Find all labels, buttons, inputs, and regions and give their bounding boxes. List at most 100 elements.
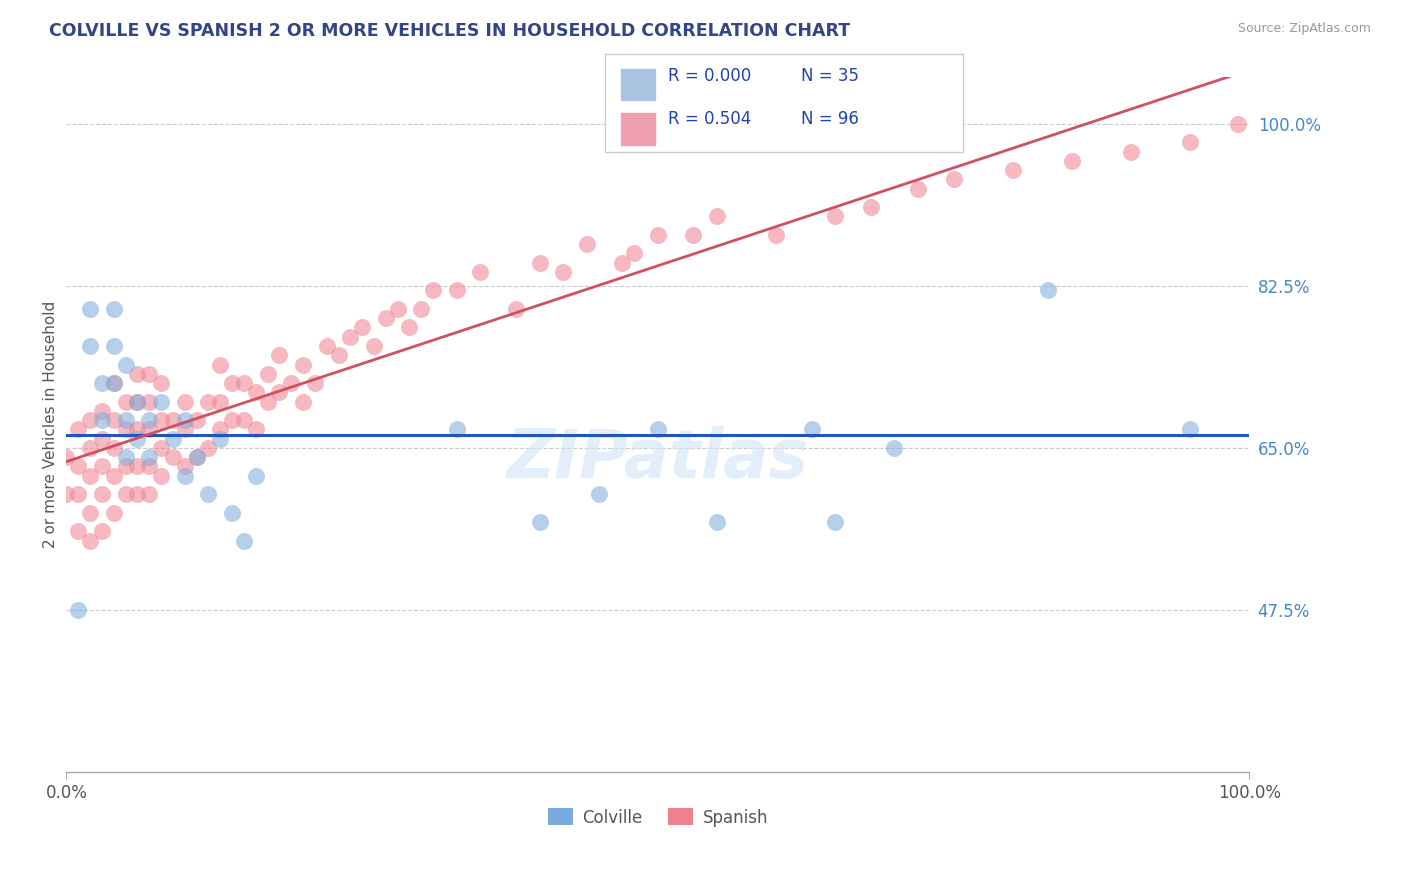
Point	[150, 441, 173, 455]
Point	[127, 422, 149, 436]
Point	[256, 367, 278, 381]
Point	[706, 210, 728, 224]
Point	[103, 506, 125, 520]
Point	[245, 422, 267, 436]
Point	[1038, 284, 1060, 298]
Point	[232, 533, 254, 548]
Point	[422, 284, 444, 298]
Point	[374, 311, 396, 326]
Point	[138, 487, 160, 501]
Point	[245, 468, 267, 483]
Point	[91, 413, 114, 427]
Y-axis label: 2 or more Vehicles in Household: 2 or more Vehicles in Household	[44, 301, 58, 549]
Point	[942, 172, 965, 186]
Point	[79, 301, 101, 316]
Point	[103, 376, 125, 390]
Point	[1001, 163, 1024, 178]
Point	[269, 385, 291, 400]
Point	[138, 450, 160, 465]
Point	[79, 506, 101, 520]
Text: COLVILLE VS SPANISH 2 OR MORE VEHICLES IN HOUSEHOLD CORRELATION CHART: COLVILLE VS SPANISH 2 OR MORE VEHICLES I…	[49, 22, 851, 40]
Point	[114, 450, 136, 465]
Point	[127, 459, 149, 474]
Point	[162, 450, 184, 465]
Point	[127, 367, 149, 381]
Legend: Colville, Spanish: Colville, Spanish	[541, 802, 775, 833]
Point	[446, 422, 468, 436]
Point	[67, 524, 90, 539]
Point	[114, 413, 136, 427]
Point	[209, 432, 232, 446]
Point	[150, 413, 173, 427]
Point	[682, 227, 704, 242]
Point	[209, 394, 232, 409]
Point	[103, 468, 125, 483]
Point	[55, 487, 77, 501]
Point	[470, 265, 492, 279]
Point	[103, 376, 125, 390]
Point	[91, 432, 114, 446]
Text: R = 0.000: R = 0.000	[668, 67, 751, 85]
Point	[114, 394, 136, 409]
Point	[91, 404, 114, 418]
Point	[197, 441, 219, 455]
Point	[79, 413, 101, 427]
Point	[138, 422, 160, 436]
Point	[173, 413, 195, 427]
Point	[907, 181, 929, 195]
Point	[127, 394, 149, 409]
Point	[292, 358, 315, 372]
Point	[1060, 153, 1083, 168]
Point	[765, 227, 787, 242]
Point	[138, 367, 160, 381]
Text: R = 0.504: R = 0.504	[668, 110, 751, 128]
Point	[1180, 135, 1202, 149]
Point	[197, 394, 219, 409]
Point	[824, 210, 846, 224]
Point	[91, 376, 114, 390]
Point	[824, 515, 846, 529]
Point	[186, 450, 208, 465]
Point	[245, 385, 267, 400]
Point	[339, 330, 361, 344]
Point	[103, 339, 125, 353]
Point	[232, 413, 254, 427]
Point	[588, 487, 610, 501]
Point	[103, 413, 125, 427]
Point	[114, 487, 136, 501]
Point	[1180, 422, 1202, 436]
Point	[138, 413, 160, 427]
Point	[304, 376, 326, 390]
Text: Source: ZipAtlas.com: Source: ZipAtlas.com	[1237, 22, 1371, 36]
Point	[127, 432, 149, 446]
Point	[411, 301, 433, 316]
Point	[173, 459, 195, 474]
Point	[256, 394, 278, 409]
Point	[280, 376, 302, 390]
Text: N = 35: N = 35	[801, 67, 859, 85]
Point	[67, 422, 90, 436]
Point	[232, 376, 254, 390]
Point	[67, 487, 90, 501]
Point	[67, 459, 90, 474]
Point	[150, 376, 173, 390]
Point	[221, 506, 243, 520]
Point	[79, 339, 101, 353]
Point	[127, 394, 149, 409]
Point	[398, 320, 420, 334]
Point	[647, 422, 669, 436]
Text: ZIPatlas: ZIPatlas	[508, 426, 808, 492]
Point	[91, 487, 114, 501]
Point	[197, 487, 219, 501]
Point	[79, 533, 101, 548]
Point	[446, 284, 468, 298]
Point	[114, 358, 136, 372]
Point	[186, 413, 208, 427]
Point	[55, 450, 77, 465]
Point	[800, 422, 823, 436]
Point	[221, 376, 243, 390]
Point	[79, 468, 101, 483]
Point	[623, 246, 645, 260]
Point	[209, 358, 232, 372]
Point	[328, 348, 350, 362]
